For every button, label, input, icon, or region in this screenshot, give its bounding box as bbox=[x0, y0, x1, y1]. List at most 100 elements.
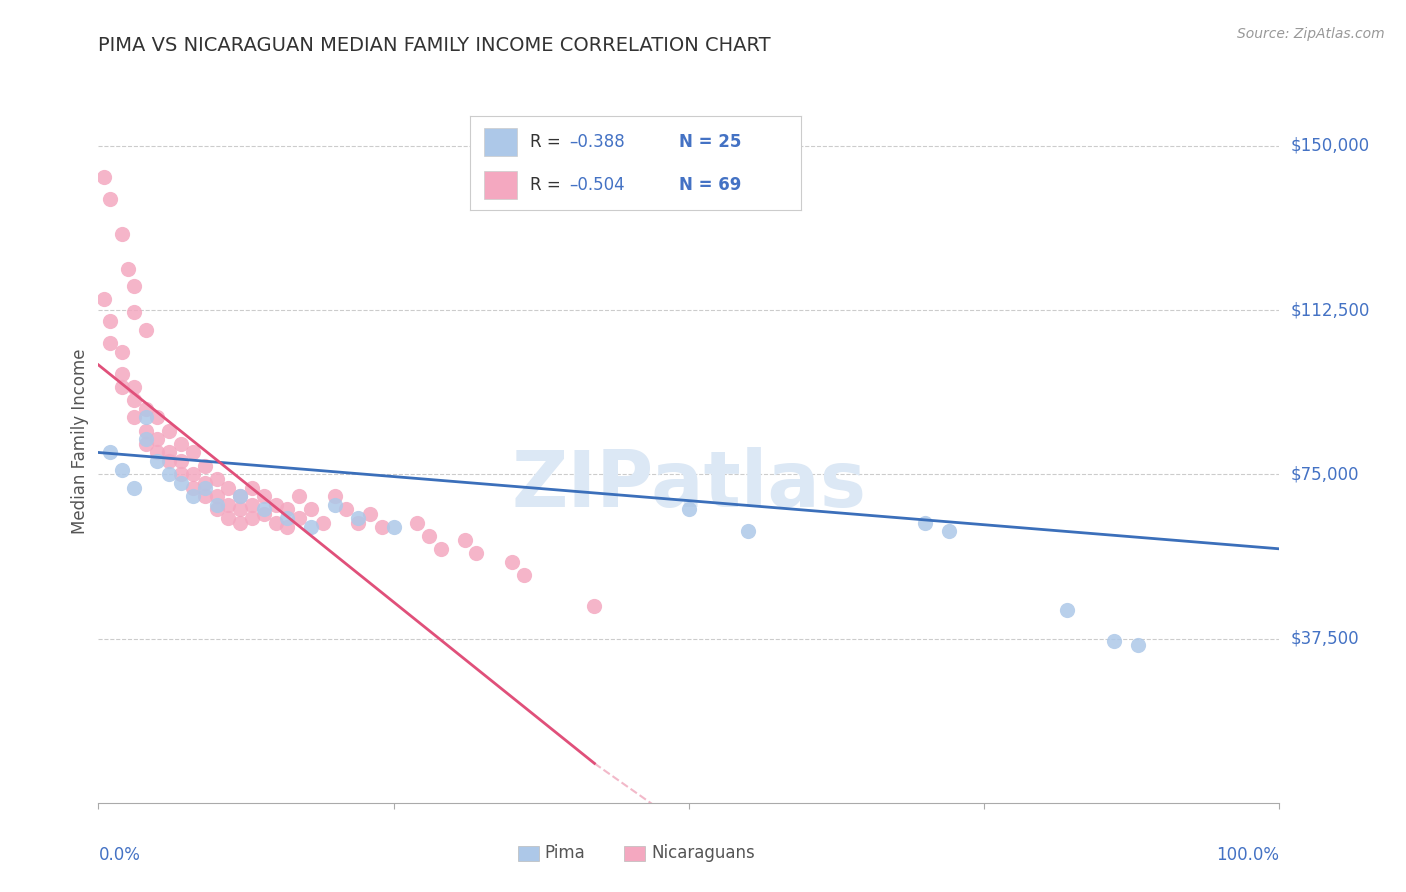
Point bbox=[205, 472, 228, 486]
Point bbox=[583, 599, 606, 613]
Point bbox=[205, 502, 228, 516]
Point bbox=[181, 467, 204, 482]
Point bbox=[276, 511, 298, 525]
Point bbox=[111, 227, 134, 241]
Point bbox=[135, 436, 157, 450]
Point bbox=[229, 502, 252, 516]
Point bbox=[299, 502, 322, 516]
Point bbox=[1126, 638, 1149, 652]
Point bbox=[288, 489, 311, 503]
Point bbox=[240, 511, 263, 525]
Point bbox=[194, 489, 217, 503]
Point bbox=[217, 481, 239, 495]
Point bbox=[111, 380, 134, 394]
Bar bbox=[624, 847, 645, 861]
Y-axis label: Median Family Income: Median Family Income bbox=[70, 349, 89, 534]
Text: $37,500: $37,500 bbox=[1291, 630, 1360, 648]
Point bbox=[122, 410, 145, 425]
Point bbox=[205, 489, 228, 503]
Point bbox=[240, 481, 263, 495]
Point bbox=[938, 524, 960, 539]
Point bbox=[98, 192, 121, 206]
Point bbox=[312, 516, 335, 530]
Point bbox=[347, 516, 370, 530]
Point bbox=[135, 323, 157, 337]
Point bbox=[157, 424, 180, 438]
Text: Pima: Pima bbox=[546, 845, 586, 863]
Point bbox=[371, 520, 394, 534]
Point bbox=[253, 507, 276, 521]
Point bbox=[111, 463, 134, 477]
Bar bbox=[517, 847, 538, 861]
Text: $150,000: $150,000 bbox=[1291, 137, 1369, 155]
Point bbox=[157, 467, 180, 482]
Point bbox=[122, 279, 145, 293]
Text: $112,500: $112,500 bbox=[1291, 301, 1369, 319]
Point bbox=[157, 445, 180, 459]
Point bbox=[501, 555, 523, 569]
Point bbox=[117, 261, 139, 276]
Point bbox=[264, 498, 287, 512]
Point bbox=[253, 502, 276, 516]
Point bbox=[194, 476, 217, 491]
Point bbox=[323, 498, 346, 512]
Point bbox=[465, 546, 488, 560]
Text: PIMA VS NICARAGUAN MEDIAN FAMILY INCOME CORRELATION CHART: PIMA VS NICARAGUAN MEDIAN FAMILY INCOME … bbox=[98, 36, 770, 54]
Point bbox=[276, 520, 298, 534]
Point bbox=[181, 481, 204, 495]
Point bbox=[737, 524, 759, 539]
Point bbox=[217, 498, 239, 512]
Point bbox=[93, 292, 115, 306]
Point bbox=[135, 424, 157, 438]
Point bbox=[98, 336, 121, 351]
Point bbox=[382, 520, 405, 534]
Point bbox=[135, 401, 157, 416]
Point bbox=[122, 392, 145, 407]
Point bbox=[146, 445, 169, 459]
Point bbox=[240, 498, 263, 512]
Point bbox=[194, 481, 217, 495]
Point bbox=[253, 489, 276, 503]
Point bbox=[1056, 603, 1078, 617]
Point bbox=[430, 541, 453, 556]
Point bbox=[276, 502, 298, 516]
Point bbox=[229, 489, 252, 503]
Point bbox=[512, 568, 534, 582]
Text: ZIPatlas: ZIPatlas bbox=[512, 447, 866, 523]
Point bbox=[111, 367, 134, 381]
Point bbox=[122, 305, 145, 319]
Point bbox=[347, 511, 370, 525]
Point bbox=[1102, 633, 1125, 648]
Point bbox=[146, 410, 169, 425]
Point bbox=[157, 454, 180, 468]
Text: Source: ZipAtlas.com: Source: ZipAtlas.com bbox=[1237, 27, 1385, 41]
Point bbox=[181, 489, 204, 503]
Point bbox=[111, 344, 134, 359]
Point bbox=[98, 445, 121, 459]
Point bbox=[98, 314, 121, 328]
Point bbox=[678, 502, 700, 516]
Point bbox=[406, 516, 429, 530]
Point bbox=[264, 516, 287, 530]
Text: Nicaraguans: Nicaraguans bbox=[651, 845, 755, 863]
Point bbox=[217, 511, 239, 525]
Text: 100.0%: 100.0% bbox=[1216, 847, 1279, 864]
Point bbox=[323, 489, 346, 503]
Point bbox=[122, 481, 145, 495]
Text: 0.0%: 0.0% bbox=[98, 847, 141, 864]
Point bbox=[299, 520, 322, 534]
Point bbox=[146, 454, 169, 468]
Point bbox=[229, 516, 252, 530]
Point bbox=[453, 533, 475, 547]
Point bbox=[135, 410, 157, 425]
Point bbox=[229, 489, 252, 503]
Point bbox=[359, 507, 381, 521]
Point bbox=[288, 511, 311, 525]
Point bbox=[146, 433, 169, 447]
Point bbox=[914, 516, 936, 530]
Text: $75,000: $75,000 bbox=[1291, 466, 1360, 483]
Point bbox=[93, 169, 115, 184]
Point bbox=[418, 529, 440, 543]
Point bbox=[170, 476, 193, 491]
Point bbox=[181, 445, 204, 459]
